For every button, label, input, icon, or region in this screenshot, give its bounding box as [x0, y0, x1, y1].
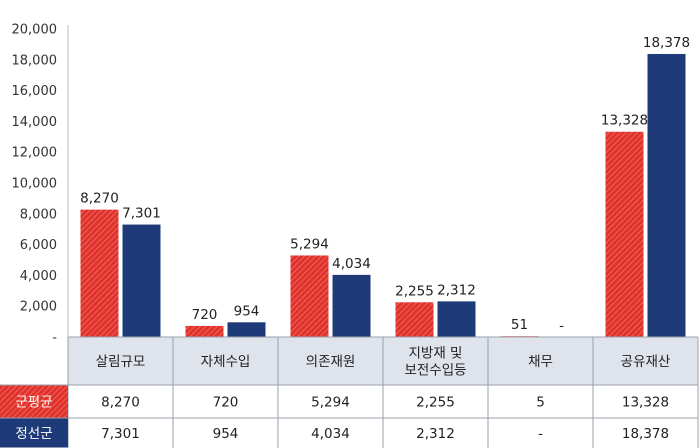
y-tick-label: 20,000 — [12, 23, 58, 38]
bar-gunpyeonggyun-5 — [605, 131, 644, 337]
data-label: 5,294 — [290, 236, 329, 252]
category-label: 보전수입등 — [404, 363, 466, 379]
table-cell: 8,270 — [101, 395, 140, 411]
table-cell: 4,034 — [311, 426, 350, 442]
y-tick-label: 8,000 — [20, 207, 57, 222]
data-label: 4,034 — [332, 256, 371, 272]
legend-entry: 정선군 — [15, 426, 52, 442]
data-label: 51 — [511, 317, 528, 333]
data-label: 954 — [234, 303, 260, 319]
y-tick-label: 4,000 — [20, 269, 57, 284]
y-tick-label: - — [52, 331, 57, 346]
bar-jeongseon-2 — [332, 274, 371, 337]
table-cell: 18,378 — [622, 426, 669, 442]
table-cell: 5,294 — [311, 395, 350, 411]
table-cell: 954 — [213, 426, 239, 442]
bar-gunpyeonggyun-1 — [185, 325, 224, 337]
data-label: 18,378 — [643, 35, 690, 51]
data-label: 8,270 — [80, 191, 119, 207]
legend-key-0 — [0, 385, 68, 418]
y-tick-label: 6,000 — [20, 238, 57, 253]
table-cell: 5 — [536, 395, 545, 411]
bar-gunpyeonggyun-3 — [395, 302, 434, 337]
data-label: - — [559, 318, 564, 334]
category-label: 의존재원 — [306, 354, 356, 370]
y-tick-label: 18,000 — [12, 53, 58, 68]
table-cell: 2,312 — [416, 426, 455, 442]
table-cell: 720 — [213, 395, 239, 411]
y-tick-label: 14,000 — [12, 115, 58, 130]
table-cell: 13,328 — [622, 395, 669, 411]
y-axis: - 2,000 4,000 6,000 8,000 10,000 12,000 14,000 1… — [12, 23, 69, 346]
legend-entry: 군평균 — [15, 395, 52, 411]
category-label: 자체수입 — [201, 354, 251, 370]
data-label: 2,312 — [437, 282, 476, 298]
bar-jeongseon-0 — [122, 224, 161, 337]
bar-jeongseon-5 — [647, 53, 686, 338]
y-tick-label: 10,000 — [12, 177, 58, 192]
data-label: 720 — [192, 307, 218, 323]
category-label: 지방재 및 — [409, 346, 463, 362]
bar-jeongseon-3 — [437, 301, 476, 337]
legend-key-1 — [0, 418, 68, 448]
category-label: 살림규모 — [96, 354, 146, 370]
bar-gunpyeonggyun-2 — [290, 255, 329, 337]
category-label: 공유재산 — [621, 354, 671, 370]
category-label: 채무 — [528, 354, 553, 370]
table-cell: - — [538, 426, 543, 442]
y-tick-label: 2,000 — [20, 300, 57, 315]
y-tick-label: 16,000 — [12, 84, 58, 99]
data-label: 13,328 — [601, 113, 648, 129]
table-cell: 2,255 — [416, 395, 455, 411]
bar-jeongseon-1 — [227, 322, 266, 337]
data-label: 7,301 — [122, 206, 161, 222]
table-cell: 7,301 — [101, 426, 140, 442]
y-tick-label: 12,000 — [12, 146, 58, 161]
data-label: 2,255 — [395, 283, 434, 299]
bar-gunpyeonggyun-0 — [80, 209, 119, 337]
